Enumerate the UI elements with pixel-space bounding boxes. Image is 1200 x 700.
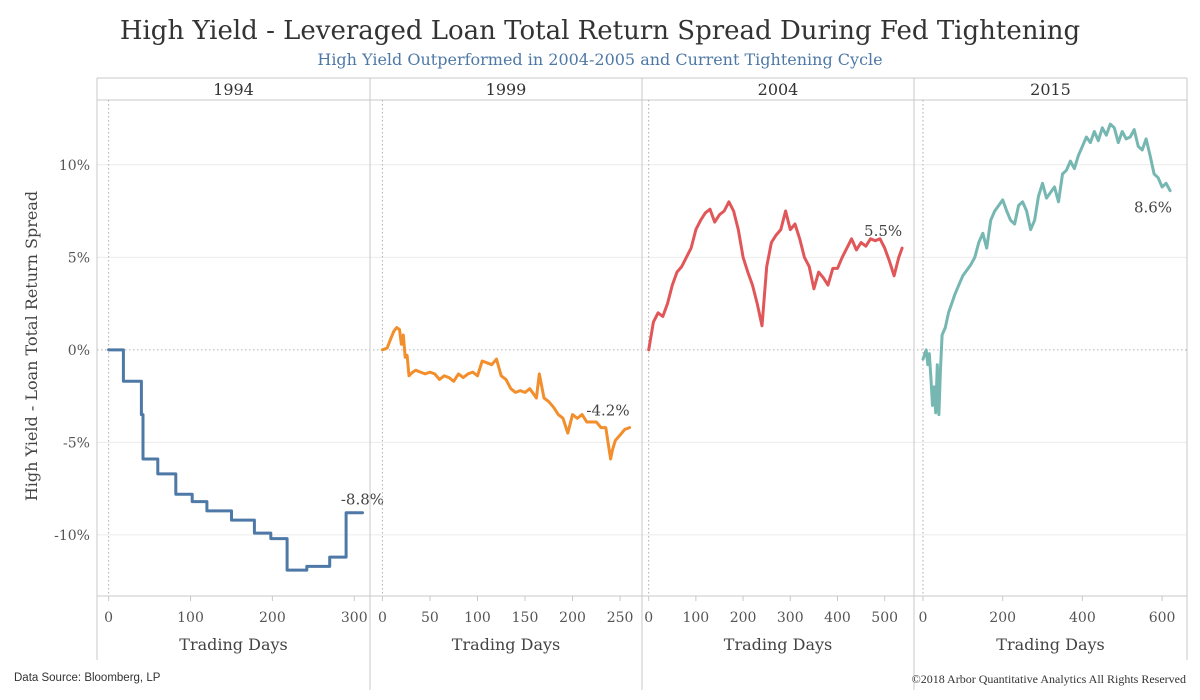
x-tick-label: 500 (871, 610, 898, 626)
panel-header-1999: 1999 (486, 80, 527, 99)
panel-header-1994: 1994 (213, 80, 254, 99)
panel-1994: 1994 0 100 200 300 Trading Days -8.8% (104, 80, 384, 654)
y-tick-label: -10% (54, 528, 90, 544)
panel-2004: 2004 0 100 200 300 400 500 Trading Days 5.5% (644, 80, 904, 654)
chart-subtitle: High Yield Outperformed in 2004-2005 and… (317, 50, 883, 69)
x-tick-label: 100 (464, 610, 491, 626)
chart-title: High Yield - Leveraged Loan Total Return… (119, 16, 1081, 46)
end-value-label-2004: 5.5% (864, 222, 902, 240)
series-line-1999 (380, 326, 632, 461)
x-axis-title: Trading Days (452, 635, 560, 654)
x-axis-title: Trading Days (179, 635, 287, 654)
x-tick-label: 50 (421, 610, 439, 626)
y-tick-label: 10% (59, 158, 90, 174)
x-tick-label: 200 (259, 610, 286, 626)
x-tick-label: 400 (1069, 610, 1096, 626)
x-tick-label: 150 (512, 610, 539, 626)
panel-1999: 1999 0 50 100 150 200 250 Trading Days -4.2% (378, 80, 634, 654)
x-tick-label: 300 (777, 610, 804, 626)
panel-2015: 2015 0 200 400 600 Trading Days 8.6% (919, 80, 1176, 654)
x-tick-label: 0 (104, 610, 113, 626)
x-tick-label: 200 (730, 610, 757, 626)
x-tick-label: 100 (177, 610, 204, 626)
x-axis-title: Trading Days (724, 635, 832, 654)
series-line-1994 (107, 348, 364, 572)
x-tick-label: 300 (341, 610, 368, 626)
x-tick-label: 200 (559, 610, 586, 626)
x-tick-label: 400 (824, 610, 851, 626)
y-tick-label: 5% (68, 250, 90, 266)
end-value-label-1999: -4.2% (586, 402, 629, 420)
x-tick-label: 200 (989, 610, 1016, 626)
x-tick-label: 0 (378, 610, 387, 626)
copyright-notice: ©2018 Arbor Quantitative Analytics All R… (911, 672, 1186, 686)
end-value-label-2015: 8.6% (1134, 199, 1172, 217)
chart-panels: 10% 5% 0% -5% -10% 1994 0 100 200 300 Trading Days… (54, 77, 1188, 690)
panel-header-2015: 2015 (1030, 80, 1071, 99)
series-line-2004 (647, 200, 904, 352)
x-axis-title: Trading Days (996, 635, 1104, 654)
x-tick-label: 250 (607, 610, 634, 626)
panel-header-2004: 2004 (758, 80, 799, 99)
x-tick-label: 0 (919, 610, 928, 626)
y-tick-label: 0% (68, 343, 90, 359)
x-tick-label: 0 (644, 610, 653, 626)
end-value-label-1994: -8.8% (341, 491, 384, 509)
x-tick-label: 600 (1149, 610, 1176, 626)
data-source: Data Source: Bloomberg, LP (14, 672, 161, 684)
y-axis-title: High Yield - Loan Total Return Spread (22, 191, 41, 501)
x-tick-label: 100 (682, 610, 709, 626)
series-line-2015 (921, 122, 1172, 417)
y-tick-label: -5% (63, 435, 90, 451)
